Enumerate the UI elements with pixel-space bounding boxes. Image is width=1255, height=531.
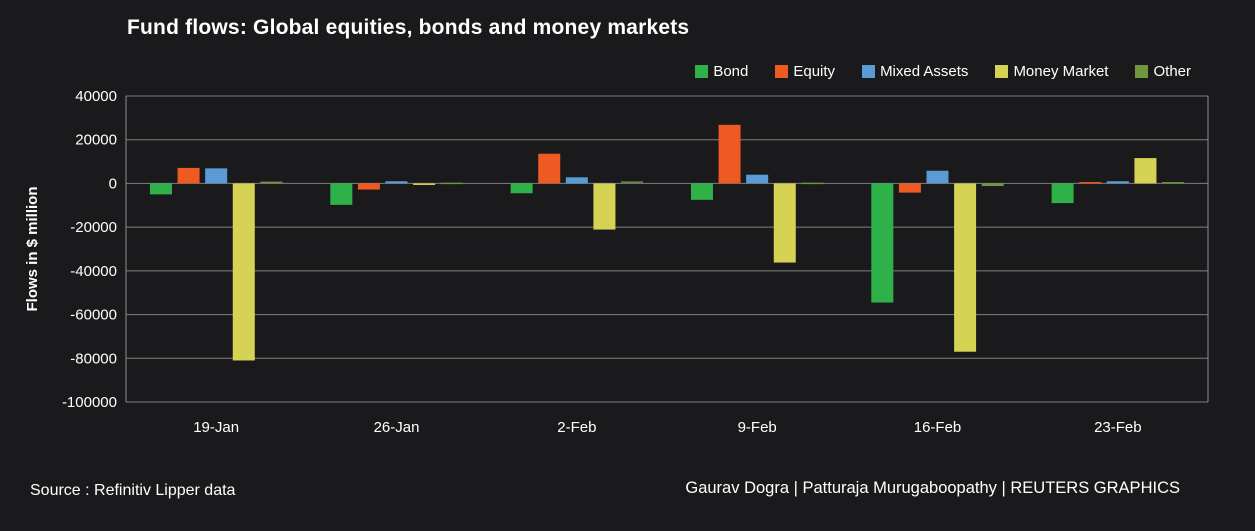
bar-equity [1079,182,1102,184]
legend-label: Bond [713,63,749,80]
bar-other [440,182,463,185]
chart-title: Fund flows: Global equities, bonds and m… [127,16,690,39]
x-tick-label: 9-Feb [738,419,777,436]
y-tick-label: -80000 [70,350,117,367]
legend-item-money-market: Money Market [995,63,1108,80]
bar-bond [149,183,172,195]
y-tick-label: 20000 [75,132,117,149]
bar-equity [538,153,561,184]
bar-equity [718,124,741,184]
legend-swatch-icon [1135,65,1149,78]
bar-money-market [954,183,977,352]
chart-legend: Bond Equity Mixed Assets Money Market Other [695,63,1191,80]
y-tick-label: -60000 [70,307,117,324]
legend-item-equity: Equity [775,63,835,80]
y-tick-label: 0 [109,175,117,192]
bar-mixed-assets [1106,181,1129,184]
bar-other [1162,182,1185,184]
bar-money-market [1134,158,1157,184]
legend-swatch-icon [775,65,789,78]
legend-label: Equity [793,63,836,80]
legend-swatch-icon [862,65,876,78]
y-axis-title: Flows in $ million [24,186,41,311]
credits-attribution: Gaurav Dogra | Patturaja Murugaboopathy … [685,479,1180,497]
bar-money-market [413,183,436,185]
x-tick-label: 16-Feb [914,419,962,436]
legend-label: Other [1153,63,1191,80]
x-tick-label: 26-Jan [374,419,420,436]
bar-other [260,181,283,184]
bar-bond [871,183,894,303]
y-tick-label: -40000 [70,263,117,280]
bar-other [621,181,644,183]
y-tick-label: 40000 [75,88,117,105]
bar-bond [330,183,353,205]
bar-bond [690,183,713,200]
bar-other [981,183,1004,187]
legend-item-mixed-assets: Mixed Assets [862,63,968,80]
bar-mixed-assets [746,174,769,184]
bar-equity [177,167,200,184]
legend-label: Money Market [1013,63,1109,80]
bar-bond [510,183,533,194]
bar-money-market [232,183,255,361]
bar-mixed-assets [565,177,588,184]
bar-equity [898,183,921,193]
legend-item-other: Other [1135,63,1191,80]
bar-equity [357,183,380,190]
bar-bond [1051,183,1074,204]
x-tick-label: 2-Feb [557,419,596,436]
y-tick-label: -20000 [70,219,117,236]
bar-mixed-assets [385,181,408,184]
x-tick-label: 23-Feb [1094,419,1142,436]
bar-money-market [593,183,616,230]
bar-money-market [773,183,796,263]
source-attribution: Source : Refinitiv Lipper data [30,482,236,499]
bar-mixed-assets [926,170,949,184]
bar-other [801,182,824,185]
bar-mixed-assets [205,168,228,184]
legend-label: Mixed Assets [880,63,969,80]
legend-item-bond: Bond [695,63,748,80]
legend-swatch-icon [695,65,709,78]
x-tick-label: 19-Jan [193,419,239,436]
legend-swatch-icon [995,65,1009,78]
y-tick-label: -100000 [62,394,117,411]
